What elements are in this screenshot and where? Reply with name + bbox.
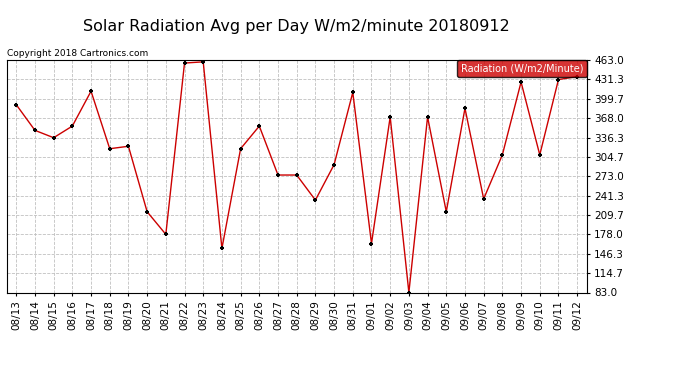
Point bbox=[160, 231, 171, 237]
Point bbox=[515, 79, 526, 85]
Point bbox=[478, 196, 489, 202]
Point bbox=[534, 152, 545, 158]
Point bbox=[273, 172, 284, 178]
Legend: Radiation (W/m2/Minute): Radiation (W/m2/Minute) bbox=[457, 60, 586, 77]
Point bbox=[422, 114, 433, 120]
Point bbox=[384, 114, 395, 120]
Point bbox=[404, 290, 415, 296]
Point bbox=[86, 88, 97, 94]
Point bbox=[123, 143, 134, 149]
Point bbox=[347, 89, 358, 95]
Point bbox=[366, 240, 377, 246]
Point bbox=[179, 60, 190, 66]
Point bbox=[141, 209, 152, 215]
Point bbox=[104, 146, 115, 152]
Point bbox=[198, 59, 209, 65]
Point bbox=[217, 246, 228, 252]
Point bbox=[67, 123, 78, 129]
Point bbox=[460, 105, 471, 111]
Text: Solar Radiation Avg per Day W/m2/minute 20180912: Solar Radiation Avg per Day W/m2/minute … bbox=[83, 19, 510, 34]
Point bbox=[571, 74, 582, 80]
Point bbox=[48, 135, 59, 141]
Text: Copyright 2018 Cartronics.com: Copyright 2018 Cartronics.com bbox=[7, 49, 148, 58]
Point bbox=[30, 128, 41, 134]
Point bbox=[235, 146, 246, 152]
Point bbox=[310, 197, 321, 203]
Point bbox=[11, 102, 22, 108]
Point bbox=[497, 152, 508, 158]
Point bbox=[441, 209, 452, 215]
Point bbox=[328, 162, 339, 168]
Point bbox=[553, 76, 564, 82]
Point bbox=[254, 123, 265, 129]
Point bbox=[291, 172, 302, 178]
